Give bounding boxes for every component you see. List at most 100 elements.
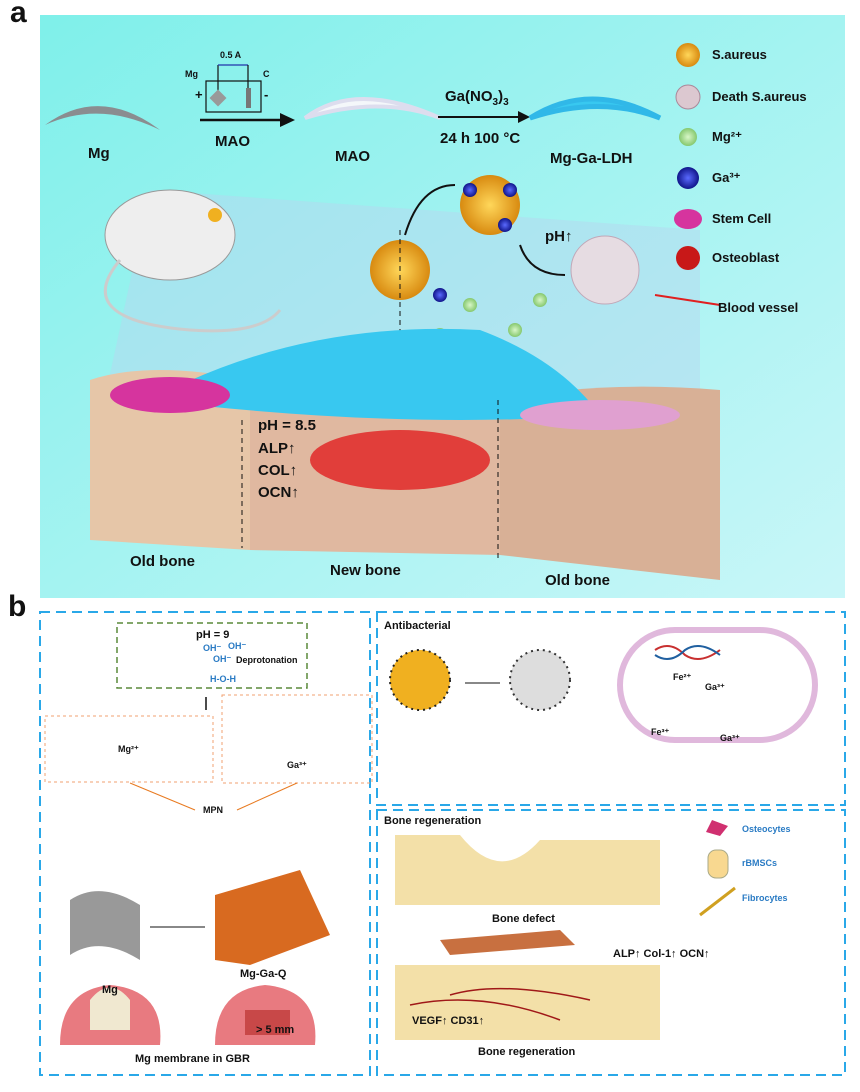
ion-label: Fe²⁺ [673,672,692,682]
mouse-body [104,189,236,281]
mg-complex-box [44,715,214,783]
mg-sheet [70,891,140,960]
curved-arrow [404,184,456,236]
conditions-label: 24 h 100 °C [440,130,521,147]
mg-complex-label: Mg²⁺ [118,744,139,754]
bone-label: New bone [330,562,401,579]
mouse-implant [208,208,222,222]
hydroxide-label: OH⁻ [213,654,232,664]
dna-icon [654,645,721,660]
mg-ga-q-membrane [440,930,575,955]
stem-cells [110,377,230,413]
legend-label: Death S.aureus [712,89,807,104]
hydroxide-label: OH⁻ [228,641,247,651]
legend-label: Osteoblast [712,250,780,265]
panel-b-bone-box [376,809,846,1076]
legend-label: rBMSCs [742,858,778,868]
marker-label: pH = 8.5 [258,417,316,434]
bone-regeneration-caption: Bone regeneration [478,1046,576,1058]
tooth-left [60,985,161,1045]
mg-electrode [209,89,227,107]
legend-death-s-aureus-icon [675,84,701,110]
hydroxide-label: OH⁻ [203,643,222,653]
ga-complex-label: Ga³⁺ [287,760,307,770]
mouse-tail [103,259,282,333]
legend-icons [654,43,721,306]
bone-regeneration-illustration [395,965,660,1040]
legend-label: Blood vessel [718,300,799,315]
mg-label: Mg [88,145,110,162]
bone-markers-top: ALP↑ Col-1↑ OCN↑ [613,948,710,960]
osteoblasts [310,430,490,490]
mg-label: Mg [102,984,118,996]
legend-ga-icon [677,167,699,189]
anode-label: Mg [185,69,198,79]
legend-blood-vessel-icon [654,294,721,306]
ga-ion-icon [463,183,477,197]
mg-plate [45,106,160,130]
panel-b-left-box [39,611,371,1076]
antibacterial-title: Antibacterial [384,620,451,632]
legend-label: Mg²⁺ [712,129,742,144]
tooth-right [215,985,316,1045]
ga-arrow-head [518,111,530,123]
panel-b-letter: b [8,590,27,623]
minus-label: - [264,87,269,102]
orange-arrow [236,782,298,811]
dna-icon [654,645,721,660]
c-electrode [246,88,251,108]
legend-osteoblast-icon [676,246,700,270]
legend-label: Fibrocytes [742,893,788,903]
deprotonation-label: Deprotonation [236,655,298,665]
ldh-layer [150,328,600,420]
legend-label: S.aureus [712,47,767,62]
legend-osteocyte-icon [706,820,728,836]
product-label: Mg-Ga-LDH [550,150,633,167]
blood-vessels [409,987,591,1021]
stem-cells [520,400,680,430]
legend-label: Osteocytes [742,824,791,834]
curved-arrow [519,244,566,276]
ga-ion-icon [498,218,512,232]
marker-label: COL↑ [258,462,298,479]
legend-stem-cell-icon [674,209,702,229]
reagent-label: Ga(NO3)3 [445,88,509,108]
bone-regeneration-title: Bone regeneration [384,815,482,827]
marker-label: OCN↑ [258,484,299,501]
bone-defect-caption: Bone defect [492,913,555,925]
ph-up-label: pH↑ [545,228,573,245]
mao-step-label: MAO [215,133,250,150]
panel-b-antibacterial-box [376,611,846,806]
deprotonation-box [116,622,308,689]
bone-markers-bottom: VEGF↑ CD31↑ [412,1015,485,1027]
legend-rbmsc-icon [707,849,729,879]
cathode-label: C [263,69,270,79]
mao-arrow-head [280,113,295,127]
legend-label: Ga³⁺ [712,170,741,185]
old-bone-left [90,370,250,550]
bone-label: Old bone [130,553,195,570]
plus-label: + [195,87,203,102]
left-caption: Mg membrane in GBR [135,1053,250,1065]
orange-arrow [129,782,196,811]
legend-s-aureus-icon [676,43,700,67]
ph-label: pH = 9 [196,629,230,641]
ion-label: Ga³⁺ [720,733,740,743]
marker-label: ALP↑ [258,440,296,457]
current-label: 0.5 A [220,50,242,60]
mao-product-label: MAO [335,148,370,165]
panel-a-letter: a [10,0,27,29]
bacterial-cell-membrane [617,627,818,743]
dead-s-aureus-icon [570,235,640,305]
ldh-plate [528,96,662,121]
bone-label: Old bone [545,572,610,589]
distance-label: > 5 mm [256,1024,295,1036]
dead-bacterium-icon [509,649,571,711]
ion-label: Ga³⁺ [705,682,725,692]
ga-ion-icon [503,183,517,197]
mg-ga-q-sheet [215,870,330,965]
bone-defect-illustration [395,835,660,905]
legend-fibrocyte-icon [699,886,736,917]
